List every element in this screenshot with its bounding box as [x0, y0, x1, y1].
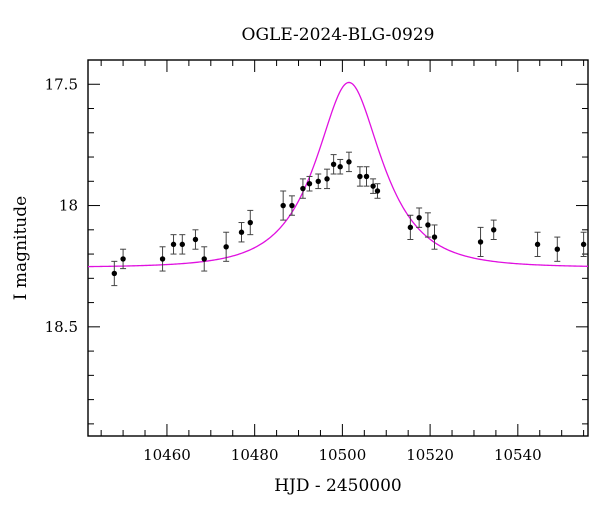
error-bars	[111, 151, 587, 287]
data-point	[192, 236, 199, 243]
data-point	[159, 256, 166, 262]
data-point	[491, 227, 497, 233]
x-tick-label: 10540	[494, 446, 542, 464]
data-point	[201, 256, 207, 262]
x-tick-label: 10500	[319, 446, 367, 464]
data-point	[337, 164, 343, 170]
data-point	[374, 188, 381, 194]
data-point	[346, 159, 352, 165]
data-point	[324, 176, 330, 182]
y-tick-label: 18.5	[45, 318, 78, 336]
x-tick-label: 10480	[231, 446, 279, 464]
plot-frame	[87, 59, 589, 437]
x-tick-label: 10520	[406, 446, 454, 464]
data-point	[280, 202, 286, 209]
data-point	[580, 241, 587, 248]
data-points	[111, 159, 587, 277]
data-point	[431, 234, 438, 240]
tick-labels: 10460 10480 10500 10520 10540 17.5 18 18.5	[45, 75, 542, 464]
data-point	[170, 241, 177, 248]
data-point	[120, 256, 126, 262]
data-point	[407, 224, 414, 231]
data-point	[425, 222, 431, 228]
y-axis-label: I magnitude	[11, 196, 31, 300]
data-point	[357, 173, 363, 180]
data-point	[477, 239, 484, 245]
y-tick-label: 18	[59, 197, 78, 215]
data-point	[363, 173, 370, 180]
x-tick-label: 10460	[143, 446, 191, 464]
data-point	[289, 202, 295, 209]
data-point	[238, 229, 245, 235]
model-curve	[87, 81, 589, 268]
data-point	[247, 219, 253, 226]
data-point	[554, 246, 560, 252]
data-point	[223, 244, 229, 250]
y-tick-label: 17.5	[45, 75, 78, 93]
data-point	[534, 241, 541, 248]
data-point	[179, 241, 185, 248]
data-point	[315, 178, 321, 184]
data-point	[416, 214, 422, 221]
data-point	[111, 270, 118, 277]
data-point	[330, 161, 337, 168]
axis-ticks	[88, 59, 588, 436]
data-point	[370, 183, 376, 189]
data-point	[300, 185, 306, 192]
data-point	[306, 181, 313, 187]
x-axis-label: HJD - 2450000	[274, 476, 402, 496]
chart-title: OGLE-2024-BLG-0929	[242, 25, 435, 45]
